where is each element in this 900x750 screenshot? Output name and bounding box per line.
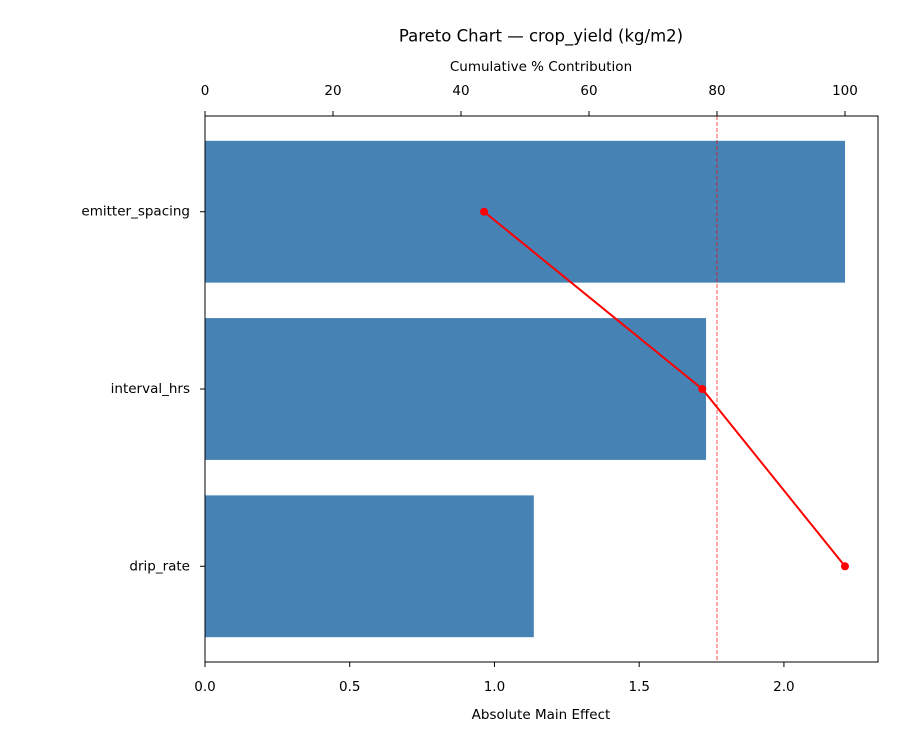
cumulative-point — [698, 385, 707, 393]
x2-tick-label: 20 — [324, 83, 341, 99]
x-tick-label: 2.0 — [773, 679, 794, 695]
chart-title: Pareto Chart — crop_yield (kg/m2) — [399, 27, 683, 47]
x2-tick-label: 80 — [708, 83, 725, 99]
bar — [205, 140, 846, 283]
y-tick-label: emitter_spacing — [81, 204, 190, 220]
x2-axis-label: Cumulative % Contribution — [450, 59, 632, 75]
x-tick-label: 1.5 — [628, 679, 649, 695]
x2-tick-label: 60 — [580, 83, 597, 99]
x-axis-label: Absolute Main Effect — [472, 707, 611, 723]
x2-tick-label: 0 — [201, 83, 210, 99]
bar — [205, 318, 707, 460]
x2-tick-label: 40 — [452, 83, 469, 99]
x2-tick-label: 100 — [832, 83, 858, 99]
x-tick-label: 0.0 — [194, 679, 215, 695]
x-tick-label: 0.5 — [339, 679, 360, 695]
y-tick-label: interval_hrs — [111, 381, 190, 397]
bar — [205, 495, 534, 638]
y-tick-label: drip_rate — [129, 558, 190, 574]
x-tick-label: 1.0 — [484, 679, 505, 695]
cumulative-point — [480, 207, 489, 216]
cumulative-point — [840, 562, 849, 571]
